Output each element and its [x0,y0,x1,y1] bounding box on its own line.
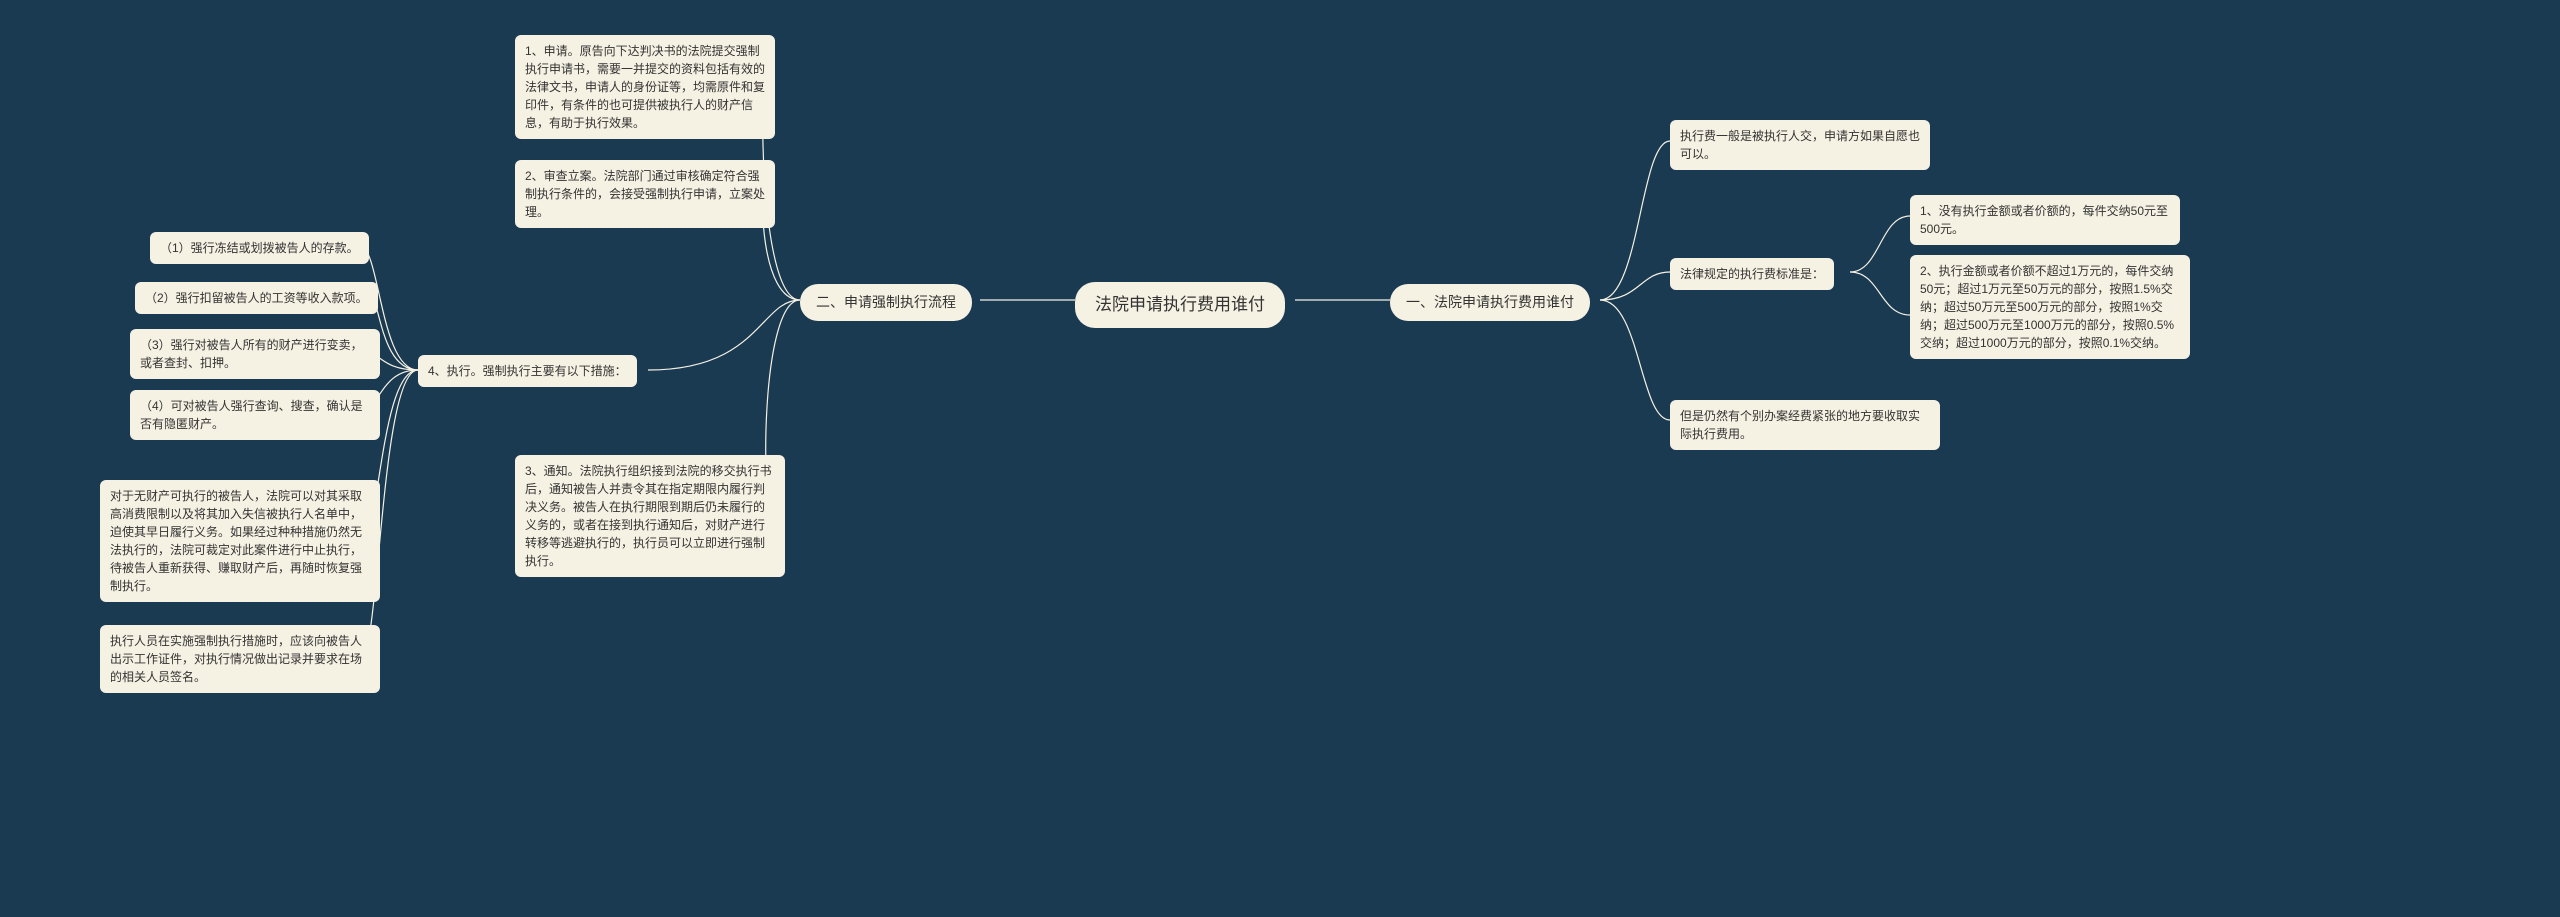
left-item-3: 3、通知。法院执行组织接到法院的移交执行书后，通知被告人并责令其在指定期限内履行… [515,455,785,577]
right-item-1-child-1: 2、执行金额或者价额不超过1万元的，每件交纳50元；超过1万元至50万元的部分，… [1910,255,2190,359]
mindmap-edges [0,0,2560,917]
right-item-2: 但是仍然有个别办案经费紧张的地方要收取实际执行费用。 [1670,400,1940,450]
left-item-2-child-1: （2）强行扣留被告人的工资等收入款项。 [135,282,378,314]
branch-right-label: 一、法院申请执行费用谁付 [1406,294,1574,310]
left-item-2-child-2: （3）强行对被告人所有的财产进行变卖，或者查封、扣押。 [130,329,380,379]
left-item-5: 执行人员在实施强制执行措施时，应该向被告人出示工作证件，对执行情况做出记录并要求… [100,625,380,693]
left-item-2: 4、执行。强制执行主要有以下措施： [418,355,637,387]
branch-left: 二、申请强制执行流程 [800,284,972,321]
left-item-2-child-0: （1）强行冻结或划拨被告人的存款。 [150,232,369,264]
left-item-4: 对于无财产可执行的被告人，法院可以对其采取高消费限制以及将其加入失信被执行人名单… [100,480,380,602]
left-item-1: 2、审查立案。法院部门通过审核确定符合强制执行条件的，会接受强制执行申请，立案处… [515,160,775,228]
root-label: 法院申请执行费用谁付 [1095,295,1265,314]
branch-left-label: 二、申请强制执行流程 [816,294,956,310]
left-item-2-child-3: （4）可对被告人强行查询、搜查，确认是否有隐匿财产。 [130,390,380,440]
root-node: 法院申请执行费用谁付 [1075,282,1285,328]
left-item-0: 1、申请。原告向下达判决书的法院提交强制执行申请书，需要一并提交的资料包括有效的… [515,35,775,139]
branch-right: 一、法院申请执行费用谁付 [1390,284,1590,321]
right-item-0: 执行费一般是被执行人交，申请方如果自愿也可以。 [1670,120,1930,170]
right-item-1: 法律规定的执行费标准是： [1670,258,1834,290]
right-item-1-child-0: 1、没有执行金额或者价额的，每件交纳50元至500元。 [1910,195,2180,245]
